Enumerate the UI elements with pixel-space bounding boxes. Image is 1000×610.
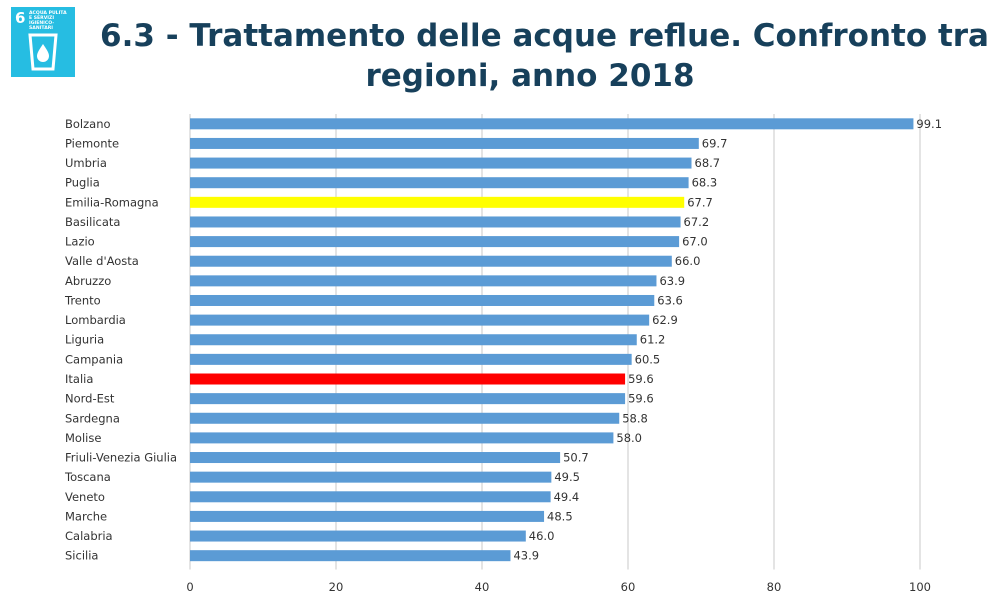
value-label: 63.9 [659, 274, 685, 288]
category-label: Emilia-Romagna [65, 195, 159, 209]
category-label: Italia [65, 372, 93, 386]
bar [190, 491, 551, 503]
bar [190, 216, 681, 228]
value-label: 67.2 [684, 215, 710, 229]
category-label: Marche [65, 509, 107, 523]
x-tick-label: 80 [767, 580, 782, 594]
category-label: Valle d'Aosta [65, 254, 139, 268]
x-tick-label: 20 [329, 580, 344, 594]
category-label: Veneto [65, 490, 105, 504]
chart-title-line-2: regioni, anno 2018 [365, 58, 695, 94]
category-label: Lombardia [65, 313, 126, 327]
value-label: 67.7 [687, 195, 713, 209]
x-tick-label: 0 [186, 580, 193, 594]
bar [190, 393, 626, 405]
sdg-label-line-3: IGIENICO-SANITARI [29, 21, 55, 31]
category-label: Umbria [65, 156, 107, 170]
bar [190, 432, 614, 444]
sdg-number: 6 [15, 9, 26, 27]
value-label: 58.0 [616, 431, 642, 445]
bar [190, 412, 620, 424]
value-label: 48.5 [547, 509, 573, 523]
bar [190, 373, 626, 385]
value-label: 68.3 [692, 176, 718, 190]
bar [190, 471, 552, 483]
category-label: Friuli-Venezia Giulia [65, 451, 177, 465]
x-tick-label: 100 [909, 580, 931, 594]
value-label: 69.7 [702, 136, 728, 150]
category-label: Calabria [65, 529, 113, 543]
category-label: Toscana [64, 470, 111, 484]
water-drop-glass-icon [28, 33, 58, 71]
value-label: 61.2 [640, 333, 666, 347]
value-label: 50.7 [563, 451, 589, 465]
x-tick-label: 40 [475, 580, 490, 594]
bar [190, 236, 680, 248]
bar [190, 510, 545, 522]
sdg-label-line-1: ACQUA PULITA [29, 11, 67, 16]
bar [190, 157, 692, 169]
value-label: 58.8 [622, 411, 648, 425]
value-label: 60.5 [635, 352, 661, 366]
chart-title-line-1: 6.3 - Trattamento delle acque reflue. Co… [100, 18, 989, 54]
bar [190, 177, 689, 189]
value-label: 67.0 [682, 235, 708, 249]
value-label: 99.1 [916, 117, 942, 131]
bar [190, 255, 672, 267]
category-label: Molise [65, 431, 101, 445]
bar [190, 334, 637, 346]
value-label: 49.4 [554, 490, 580, 504]
value-label: 62.9 [652, 313, 678, 327]
sdg-label: ACQUA PULITA E SERVIZI IGIENICO-SANITARI [29, 11, 73, 31]
bar [190, 314, 650, 326]
value-label: 49.5 [554, 470, 580, 484]
value-label: 59.6 [628, 372, 654, 386]
category-label: Puglia [65, 176, 100, 190]
sdg-goal-6-badge: 6 ACQUA PULITA E SERVIZI IGIENICO-SANITA… [11, 7, 75, 77]
category-label: Sicilia [65, 549, 98, 563]
category-label: Lazio [65, 235, 95, 249]
value-label: 46.0 [529, 529, 555, 543]
category-label: Piemonte [65, 136, 119, 150]
category-label: Liguria [65, 333, 104, 347]
category-label: Trento [64, 293, 101, 307]
chart-title: 6.3 - Trattamento delle acque reflue. Co… [100, 16, 989, 96]
bar [190, 196, 685, 208]
bar [190, 294, 655, 306]
category-label: Abruzzo [65, 274, 111, 288]
x-tick-label: 60 [621, 580, 636, 594]
bar [190, 118, 914, 130]
bar [190, 137, 699, 149]
bar [190, 452, 561, 464]
category-label: Sardegna [65, 411, 120, 425]
value-label: 66.0 [675, 254, 701, 268]
category-label: Nord-Est [65, 392, 115, 406]
bar [190, 530, 526, 542]
bar [190, 275, 657, 287]
category-label: Bolzano [65, 117, 111, 131]
value-label: 43.9 [513, 549, 539, 563]
sdg-label-line-2: E SERVIZI [29, 16, 55, 21]
value-label: 68.7 [695, 156, 721, 170]
value-label: 63.6 [657, 293, 683, 307]
category-label: Basilicata [65, 215, 120, 229]
category-label: Campania [65, 352, 123, 366]
bar [190, 550, 511, 562]
value-label: 59.6 [628, 392, 654, 406]
bar [190, 353, 632, 365]
